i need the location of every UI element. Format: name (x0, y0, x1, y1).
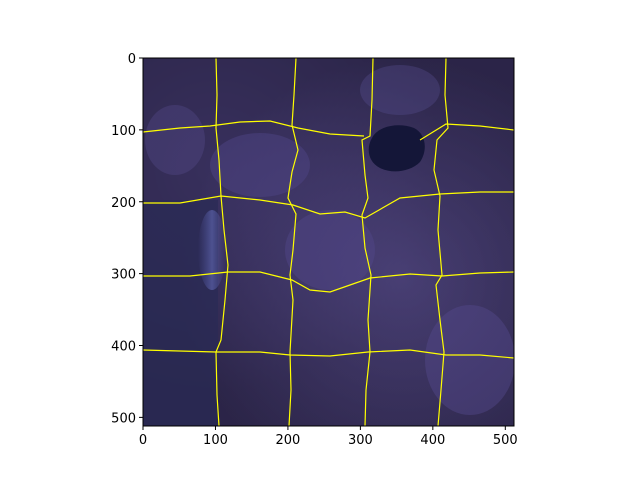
axes-frame (142, 57, 515, 427)
y-tick-label: 0 (128, 52, 136, 67)
y-axis: 0 100 200 300 400 500 (111, 52, 143, 426)
x-tick-label: 100 (203, 433, 228, 448)
y-tick-label: 300 (111, 268, 136, 283)
y-tick-label: 200 (111, 196, 136, 211)
x-tick-label: 300 (348, 433, 373, 448)
y-tick-label: 400 (111, 340, 136, 355)
x-tick-label: 200 (276, 433, 301, 448)
satellite-image (143, 58, 514, 426)
x-tick-label: 500 (493, 433, 518, 448)
y-tick-label: 100 (111, 124, 136, 139)
lake (368, 125, 425, 172)
x-tick-label: 0 (139, 433, 147, 448)
segment-boundaries (143, 58, 514, 426)
y-tick-label: 500 (111, 411, 136, 426)
x-axis: 0 100 200 300 400 500 (139, 426, 518, 448)
x-tick-label: 400 (420, 433, 445, 448)
